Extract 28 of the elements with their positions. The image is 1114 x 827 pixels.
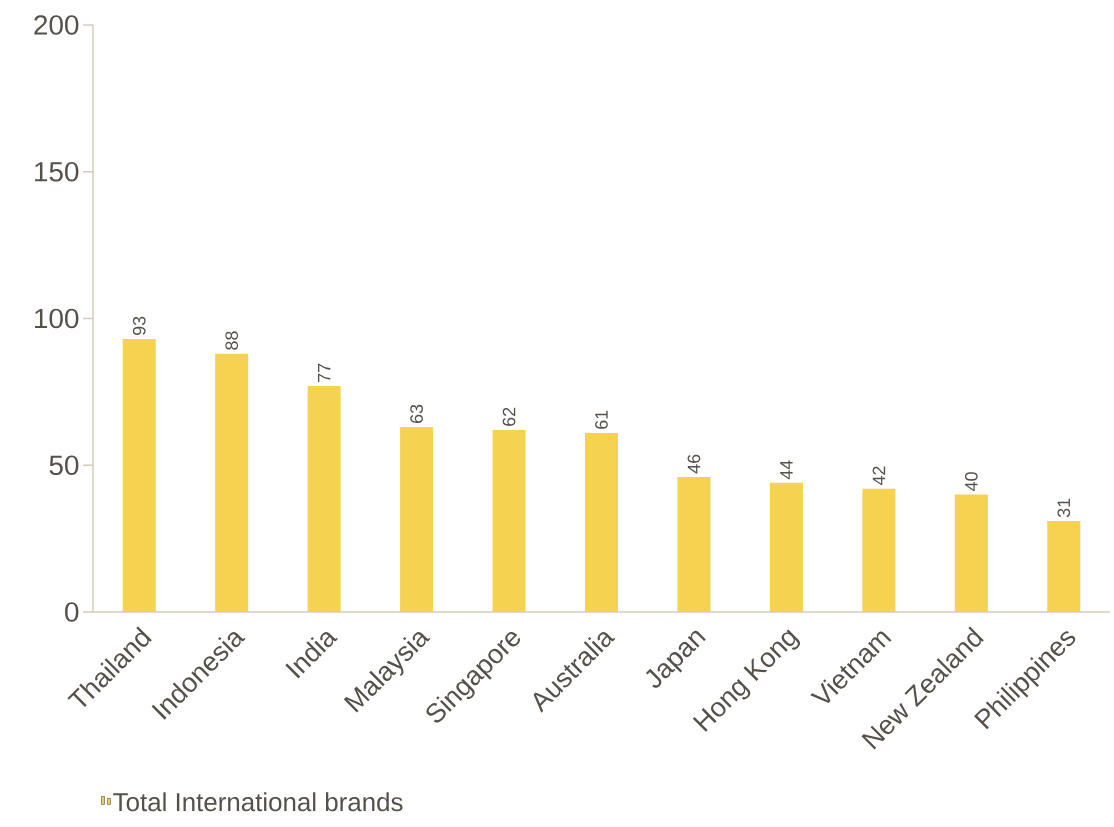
- bar: [677, 476, 711, 612]
- bar: [215, 353, 249, 612]
- data-label: 40: [964, 472, 978, 491]
- bar: [585, 432, 618, 612]
- bar: [954, 494, 988, 612]
- data-label: 77: [317, 363, 331, 382]
- bar: [769, 482, 803, 612]
- bar: [1047, 521, 1081, 612]
- bar: [862, 488, 896, 612]
- data-label: 88: [225, 331, 239, 350]
- y-tick-label: 200: [34, 15, 79, 35]
- data-label: 93: [132, 316, 146, 335]
- bar: [492, 430, 526, 612]
- bar: [122, 339, 156, 612]
- y-tick-label: 0: [65, 602, 79, 622]
- data-label: 61: [595, 410, 608, 429]
- data-label: 62: [502, 407, 516, 426]
- bar: [307, 386, 341, 612]
- y-tick-label: 100: [35, 308, 79, 329]
- data-label: 44: [780, 460, 793, 480]
- bar: [400, 427, 434, 612]
- y-tick-label: 50: [49, 455, 79, 476]
- data-label: 42: [872, 466, 886, 486]
- data-label: 63: [410, 404, 423, 423]
- legend-label: Total International brands: [113, 792, 403, 812]
- data-label: 46: [687, 454, 701, 474]
- y-tick-label: 150: [35, 161, 79, 182]
- data-label: 31: [1057, 498, 1071, 518]
